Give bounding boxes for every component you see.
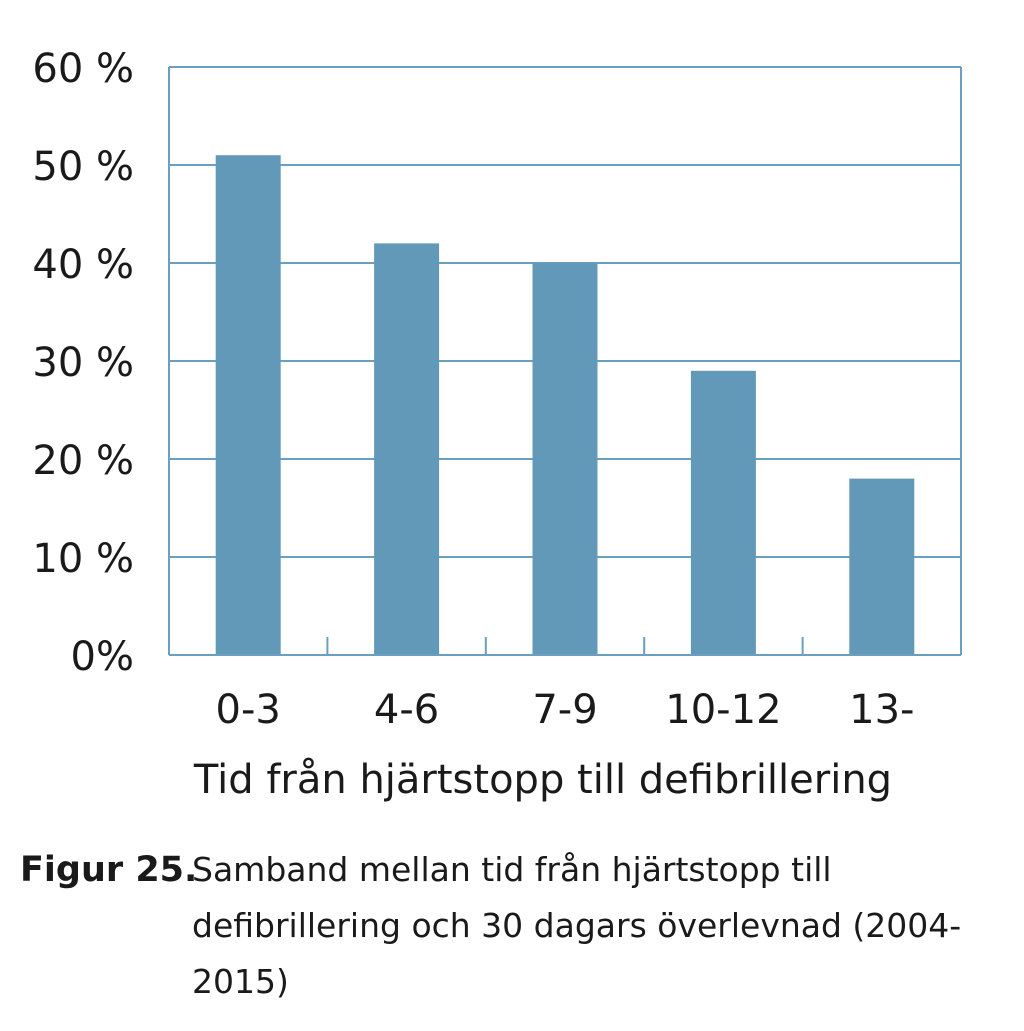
bar-chart: 0% 10 % 20 % 30 % 40 % 50 % 60 % 0-3 4-6 7-9 10-1… bbox=[32, 46, 962, 803]
x-tick-label: 0-3 bbox=[216, 687, 281, 733]
y-tick-label: 60 % bbox=[32, 46, 134, 92]
y-tick-label: 40 % bbox=[32, 242, 134, 288]
caption-text: Samband mellan tid från hjärtstopp till … bbox=[192, 850, 962, 1001]
y-tick-label: 10 % bbox=[32, 536, 134, 582]
bar-4-6 bbox=[374, 243, 440, 655]
y-tick-label: 0% bbox=[71, 634, 134, 680]
x-axis-categories: 0-3 4-6 7-9 10-12 13- bbox=[216, 687, 915, 733]
x-axis-title: Tid från hjärtstopp till defibrillering bbox=[193, 757, 892, 803]
x-tick-label: 10-12 bbox=[665, 687, 781, 733]
x-tick-label: 4-6 bbox=[374, 687, 439, 733]
y-tick-label: 50 % bbox=[32, 144, 134, 190]
y-tick-label: 30 % bbox=[32, 340, 134, 386]
y-axis-ticks: 0% 10 % 20 % 30 % 40 % 50 % 60 % bbox=[32, 46, 134, 680]
bar-7-9 bbox=[532, 263, 598, 655]
x-tick-label: 7-9 bbox=[532, 687, 597, 733]
caption-label: Figur 25. bbox=[20, 850, 198, 890]
bar-13- bbox=[849, 478, 915, 655]
plot-frame bbox=[168, 66, 962, 656]
bars bbox=[215, 155, 915, 655]
bar-10-12 bbox=[690, 370, 756, 655]
x-tick-label: 13- bbox=[849, 687, 914, 733]
y-tick-label: 20 % bbox=[32, 438, 134, 484]
bar-0-3 bbox=[215, 155, 281, 655]
